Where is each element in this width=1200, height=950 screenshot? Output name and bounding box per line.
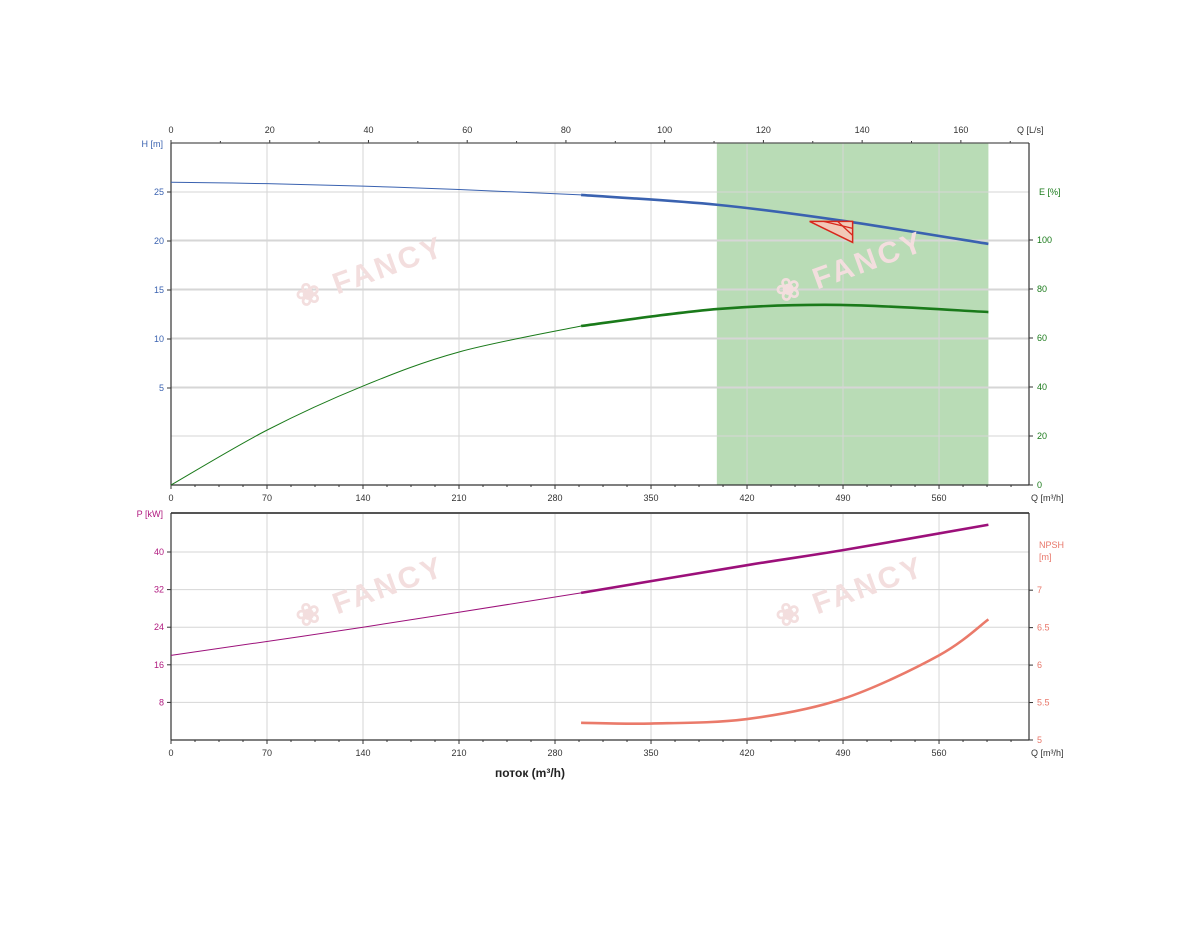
series-0-line-thick (580, 523, 989, 595)
y-right-tick-label: 7 (1037, 585, 1042, 595)
x-top-tick-label: 20 (265, 125, 275, 135)
x-tick-label: 420 (740, 748, 755, 758)
x-tick-label: 350 (644, 748, 659, 758)
duty-point-marker (809, 220, 854, 244)
y-right-tick-label: 20 (1037, 431, 1047, 441)
y-right-tick-label: 5.5 (1037, 698, 1050, 708)
x-tick-label: 560 (932, 493, 947, 503)
x-axis-label: Q [m³/h] (1031, 493, 1064, 503)
series-0-line-thin (170, 592, 582, 656)
y-right-axis-label: NPSH (1039, 540, 1064, 550)
watermark-logo: ❀ FANCY (291, 230, 449, 314)
y-left-axis-label: P [kW] (137, 509, 163, 519)
y-left-tick-label: 15 (154, 285, 164, 295)
x-axis-label: Q [m³/h] (1031, 748, 1064, 758)
y-left-axis-label: H [m] (142, 139, 164, 149)
duty-point-hatch (823, 220, 853, 230)
x-tick-label: 350 (644, 493, 659, 503)
y-right-tick-label: 0 (1037, 480, 1042, 490)
operating-range-band (716, 143, 989, 485)
x-tick-label: 70 (262, 493, 272, 503)
y-right-tick-label: 60 (1037, 333, 1047, 343)
x-tick-label: 210 (451, 748, 466, 758)
y-left-tick-label: 5 (159, 383, 164, 393)
y-right-axis-label-unit: [m] (1039, 552, 1052, 562)
x-tick-label: 490 (836, 493, 851, 503)
x-tick-label: 420 (740, 493, 755, 503)
x-tick-label: 560 (932, 748, 947, 758)
x-top-axis-label: Q [L/s] (1017, 125, 1044, 135)
x-tick-label: 280 (547, 748, 562, 758)
x-top-tick-label: 0 (168, 125, 173, 135)
y-right-tick-label: 6 (1037, 660, 1042, 670)
x-top-tick-label: 140 (855, 125, 870, 135)
x-tick-label: 140 (355, 748, 370, 758)
y-right-axis-label: E [%] (1039, 187, 1061, 197)
series-1-line-thick (580, 303, 989, 328)
duty-point-hatch (837, 220, 854, 236)
x-tick-label: 210 (451, 493, 466, 503)
watermark-logo: ❀ FANCY (291, 550, 449, 634)
x-top-tick-label: 120 (756, 125, 771, 135)
y-left-tick-label: 40 (154, 547, 164, 557)
watermark-logo: ❀ FANCY (771, 550, 929, 634)
y-left-tick-label: 8 (159, 697, 164, 707)
x-tick-label: 280 (547, 493, 562, 503)
series-1-line-thick (581, 618, 990, 725)
series-0-line-thick (580, 193, 989, 246)
y-left-tick-label: 25 (154, 187, 164, 197)
y-left-tick-label: 16 (154, 660, 164, 670)
y-left-tick-label: 20 (154, 236, 164, 246)
y-right-tick-label: 80 (1037, 284, 1047, 294)
x-tick-label: 0 (168, 493, 173, 503)
x-axis-title: поток (m³/h) (495, 766, 565, 780)
x-top-tick-label: 60 (462, 125, 472, 135)
y-left-tick-label: 24 (154, 622, 164, 632)
x-top-tick-label: 80 (561, 125, 571, 135)
series-0-line-thin (170, 181, 582, 196)
x-top-tick-label: 160 (953, 125, 968, 135)
y-right-tick-label: 40 (1037, 382, 1047, 392)
y-left-tick-label: 32 (154, 585, 164, 595)
y-right-tick-label: 100 (1037, 235, 1052, 245)
y-right-tick-label: 6.5 (1037, 623, 1050, 633)
y-left-tick-label: 10 (154, 334, 164, 344)
series-1-line-thin (170, 325, 582, 486)
x-top-tick-label: 100 (657, 125, 672, 135)
x-tick-label: 140 (355, 493, 370, 503)
x-tick-label: 70 (262, 748, 272, 758)
y-right-tick-label: 5 (1037, 735, 1042, 745)
x-tick-label: 0 (168, 748, 173, 758)
x-tick-label: 490 (836, 748, 851, 758)
x-top-tick-label: 40 (363, 125, 373, 135)
